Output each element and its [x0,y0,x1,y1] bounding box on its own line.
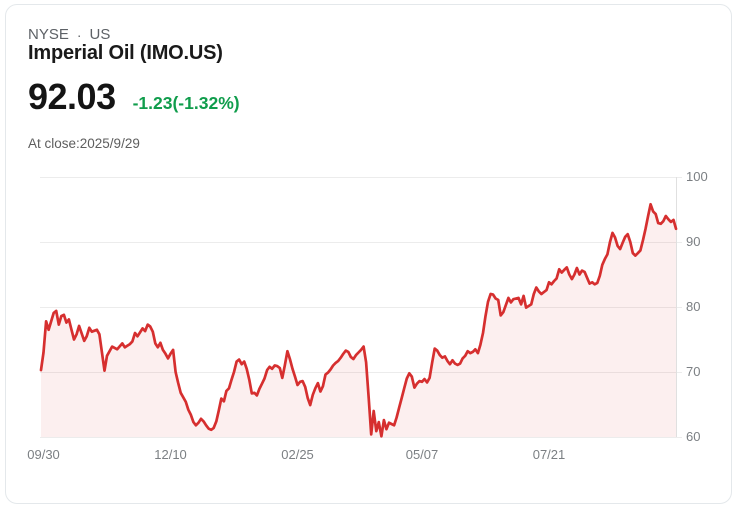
y-axis-label: 70 [686,364,701,379]
price-chart[interactable]: 100 90 80 70 60 09/30 12/10 02/25 05/07 07/21 [0,165,736,467]
exchange-label: NYSE [28,26,69,43]
as-of-label: At close:2025/9/29 [28,136,140,151]
price-row: 92.03 -1.23(-1.32%) [28,76,240,118]
y-axis-label: 80 [686,299,701,314]
last-price: 92.03 [28,76,116,117]
stock-title: Imperial Oil (IMO.US) [28,42,223,64]
market-line: NYSE · US [28,26,110,43]
x-axis-label: 09/30 [27,447,60,462]
y-axis-label: 100 [686,169,708,184]
y-axis-label: 90 [686,234,701,249]
x-axis-label: 07/21 [532,447,566,462]
chart-canvas[interactable] [0,165,736,467]
x-axis-label: 12/10 [154,447,187,462]
region-label: US [89,26,111,43]
y-axis-label: 60 [686,429,701,444]
x-axis-label: 02/25 [281,447,314,462]
price-change: -1.23(-1.32%) [132,93,240,113]
x-axis-label: 05/07 [405,447,439,462]
price-line [39,202,678,438]
separator-dot: · [76,26,82,43]
price-area-fill [41,204,676,437]
